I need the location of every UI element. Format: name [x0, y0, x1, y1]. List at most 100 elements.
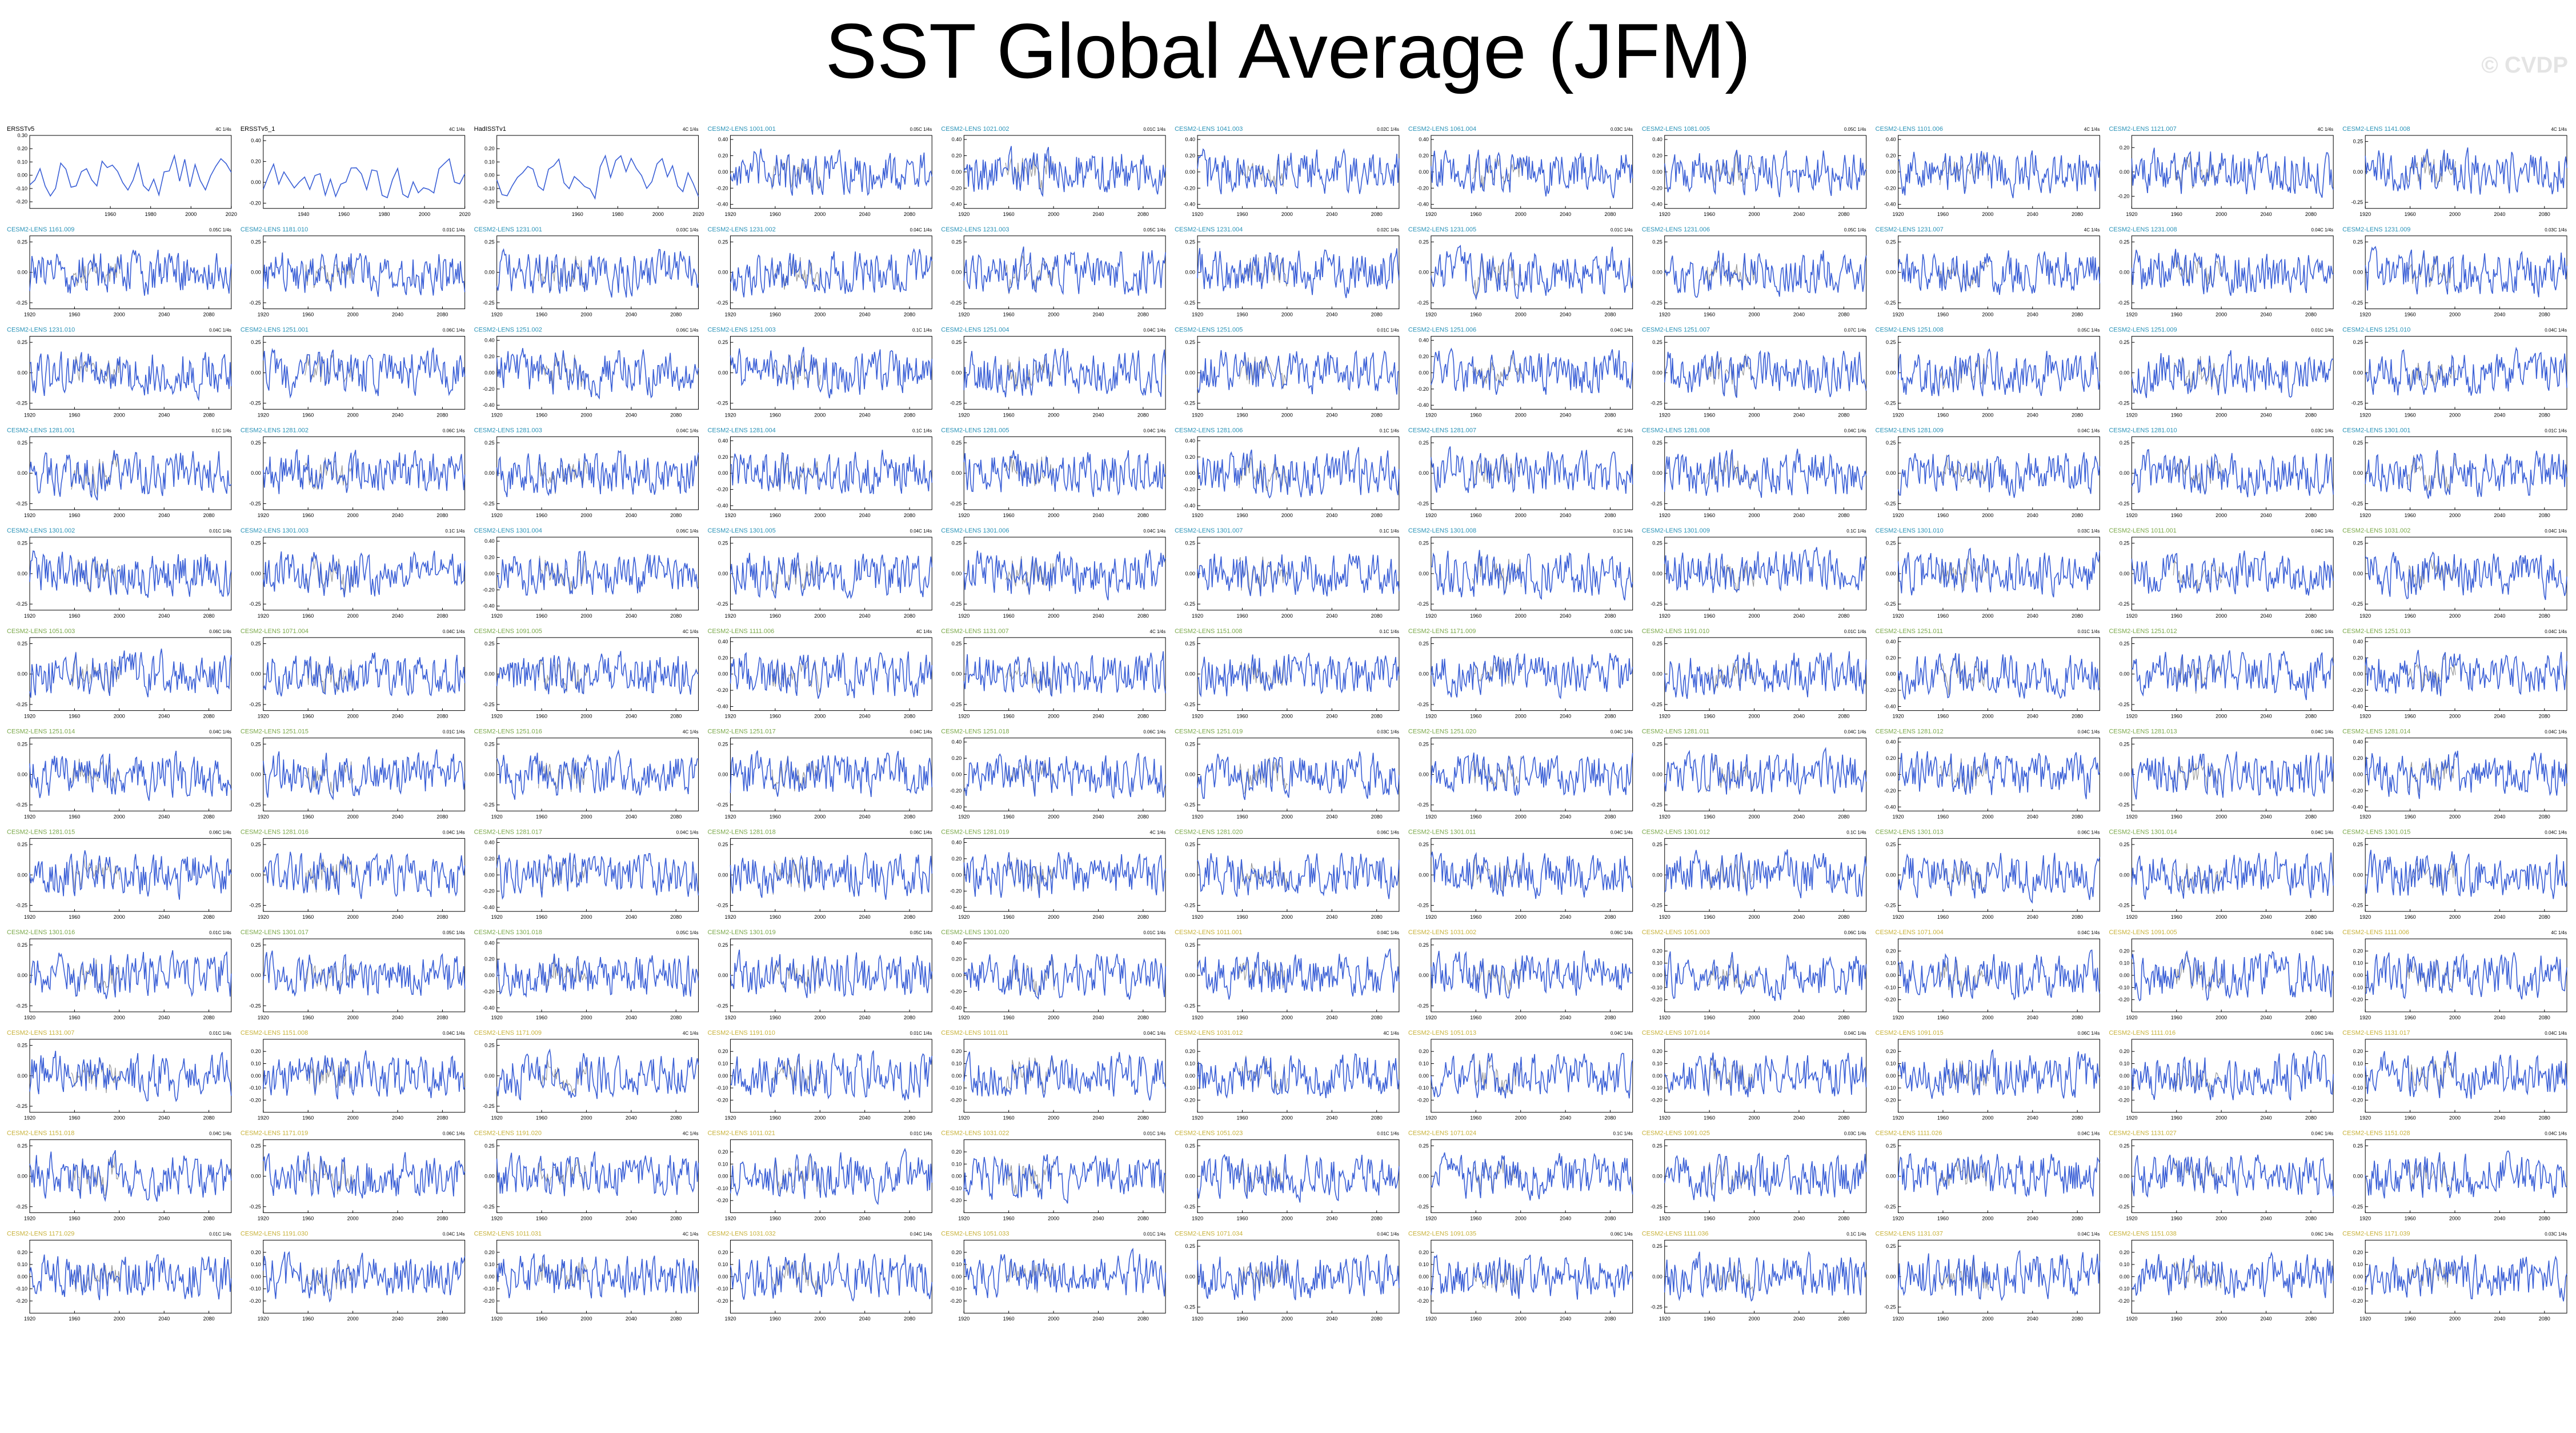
series-line — [963, 651, 1166, 697]
x-tick-label: 1920 — [1659, 1215, 1670, 1221]
x-tick-label: 1960 — [1470, 1215, 1481, 1221]
y-tick-label: 0.00 — [484, 1274, 495, 1279]
series-line — [263, 652, 466, 697]
x-tick-label: 2040 — [1326, 312, 1337, 318]
panel-title: CESM2-LENS 1181.010 — [241, 226, 308, 233]
panel-trend: 0.03C 1/4s — [2311, 428, 2333, 433]
x-tick-label: 2000 — [2449, 1316, 2461, 1322]
plot-frame — [1664, 738, 1867, 811]
y-tick-label: 0.00 — [1886, 1174, 1896, 1179]
x-tick-label: 1960 — [2405, 613, 2416, 619]
x-tick-label: 1960 — [1236, 814, 1248, 819]
x-tick-label: 2000 — [580, 1316, 592, 1322]
x-tick-label: 1960 — [1937, 814, 1949, 819]
y-tick-label: -0.25 — [15, 401, 27, 406]
panel: CESM2-LENS 1171.029 0.01C 1/4s0.200.100.0… — [7, 1230, 232, 1322]
y-tick-label: -0.25 — [249, 702, 261, 707]
panel: CESM2-LENS 1071.034 0.04C 1/4s0.250.00-0.… — [1175, 1230, 1400, 1322]
x-tick-label: 2080 — [904, 513, 915, 518]
y-tick-label: -0.25 — [2118, 802, 2130, 808]
panel: CESM2-LENS 1071.004 0.04C 1/4s0.250.00-0.… — [241, 628, 466, 719]
panel-trend: 0.03C 1/4s — [1844, 1131, 1866, 1136]
panel-title: CESM2-LENS 1301.013 — [1876, 828, 1944, 835]
y-tick-label: 0.25 — [718, 339, 728, 345]
x-tick-label: 2080 — [2305, 412, 2317, 418]
x-tick-label: 2000 — [814, 513, 826, 518]
panel-trend: 0.01C 1/4s — [209, 529, 231, 534]
y-tick-label: 0.00 — [484, 972, 495, 978]
x-tick-label: 2040 — [1092, 211, 1104, 217]
y-tick-label: -0.20 — [1650, 997, 1662, 1003]
panel-title: CESM2-LENS 1281.014 — [2342, 728, 2410, 735]
x-tick-label: 2040 — [859, 412, 871, 418]
y-tick-label: 0.10 — [1419, 1061, 1429, 1067]
x-tick-label: 1960 — [1470, 1115, 1481, 1121]
x-tick-label: 1960 — [2405, 814, 2416, 819]
x-tick-label: 1920 — [1893, 613, 1904, 619]
x-tick-label: 1920 — [724, 1316, 736, 1322]
y-tick-label: -0.10 — [716, 1286, 728, 1292]
y-tick-label: 0.00 — [2353, 972, 2363, 978]
y-tick-label: -0.25 — [1184, 601, 1196, 607]
panel-trend: 0.04C 1/4s — [2545, 730, 2567, 735]
x-tick-label: 2040 — [1092, 714, 1104, 719]
panel: CESM2-LENS 1151.028 0.04C 1/4s0.250.00-0.… — [2342, 1130, 2567, 1221]
x-tick-label: 1920 — [2126, 513, 2137, 518]
series-line — [1197, 1254, 1400, 1301]
x-tick-label: 2000 — [814, 1215, 826, 1221]
y-tick-label: 0.25 — [2353, 1143, 2363, 1148]
x-tick-label: 1960 — [1704, 1015, 1715, 1020]
panel: CESM2-LENS 1071.024 0.1C 1/4s0.250.00-0.2… — [1408, 1130, 1633, 1221]
x-tick-label: 1960 — [536, 1215, 547, 1221]
y-tick-label: -0.40 — [483, 402, 495, 408]
x-tick-label: 2000 — [1281, 714, 1293, 719]
series-line — [730, 750, 933, 797]
x-tick-label: 1960 — [536, 1316, 547, 1322]
y-tick-label: -0.25 — [483, 1204, 495, 1210]
y-tick-label: -0.40 — [1884, 704, 1896, 710]
x-tick-label: 2080 — [2305, 312, 2317, 318]
series-line — [2131, 1154, 2334, 1198]
plot-frame — [730, 637, 932, 711]
y-tick-label: -0.40 — [716, 202, 728, 207]
y-tick-label: 0.00 — [484, 772, 495, 778]
x-tick-label: 1920 — [724, 1115, 736, 1121]
x-tick-label: 1960 — [2405, 1215, 2416, 1221]
panel: CESM2-LENS 1251.007 0.07C 1/4s0.250.00-0.… — [1642, 327, 1867, 418]
y-tick-label: 0.00 — [1886, 872, 1896, 878]
y-tick-label: -0.20 — [716, 487, 728, 493]
y-tick-label: -0.20 — [1884, 997, 1896, 1003]
panel-trend: 4C 1/4s — [1617, 428, 1633, 433]
x-tick-label: 1920 — [1659, 312, 1670, 318]
x-tick-label: 1960 — [770, 412, 781, 418]
panel-trend: 0.04C 1/4s — [2078, 730, 2100, 735]
panel-title: CESM2-LENS 1281.003 — [474, 427, 542, 434]
x-tick-label: 2040 — [626, 312, 637, 318]
panel: CESM2-LENS 1231.010 0.04C 1/4s0.250.00-0.… — [7, 327, 232, 418]
panel-title: CESM2-LENS 1281.017 — [474, 828, 542, 835]
panel-title: CESM2-LENS 1301.009 — [1642, 527, 1710, 534]
x-tick-label: 2040 — [859, 211, 871, 217]
y-tick-label: 0.00 — [484, 571, 495, 577]
y-tick-label: 0.00 — [1886, 972, 1896, 978]
y-tick-label: -0.10 — [716, 1186, 728, 1191]
panel-trend: 0.01C 1/4s — [1143, 930, 1165, 935]
panel-trend: 0.05C 1/4s — [2078, 328, 2100, 333]
x-tick-label: 2040 — [1092, 1115, 1104, 1121]
y-tick-label: 0.25 — [1419, 641, 1429, 646]
y-tick-label: -0.10 — [2351, 1286, 2363, 1292]
series-line — [1897, 1153, 2101, 1198]
x-tick-label: 2080 — [1838, 1215, 1849, 1221]
x-tick-label: 2080 — [2305, 1015, 2317, 1020]
plot-frame — [2131, 1039, 2334, 1113]
x-tick-label: 1960 — [1003, 613, 1015, 619]
panel-trend: 0.04C 1/4s — [910, 730, 932, 735]
y-tick-label: -0.10 — [249, 1286, 261, 1292]
x-tick-label: 1960 — [770, 914, 781, 920]
panel: CESM2-LENS 1281.016 0.04C 1/4s0.250.00-0.… — [241, 828, 466, 920]
y-tick-label: -0.25 — [716, 401, 728, 406]
x-tick-label: 2080 — [1838, 914, 1849, 920]
x-tick-label: 2000 — [1982, 714, 1993, 719]
x-tick-label: 2000 — [2216, 613, 2227, 619]
x-tick-label: 1920 — [258, 412, 269, 418]
